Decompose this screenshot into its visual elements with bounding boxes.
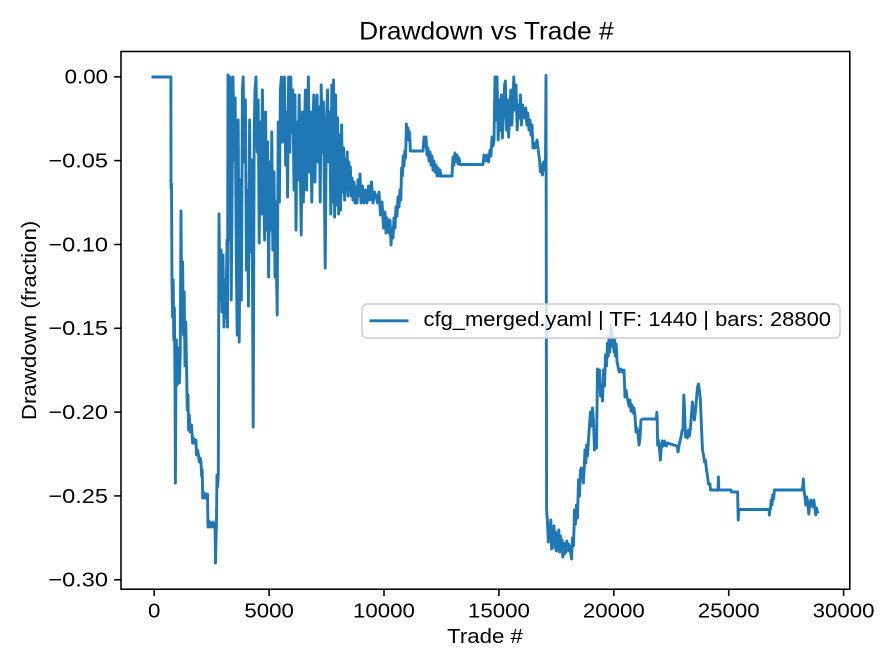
svg-text:15000: 15000	[468, 600, 530, 623]
svg-text:25000: 25000	[698, 600, 760, 623]
svg-text:−0.15: −0.15	[48, 317, 108, 340]
svg-text:20000: 20000	[583, 600, 645, 623]
svg-text:−0.20: −0.20	[48, 401, 108, 424]
svg-text:10000: 10000	[353, 600, 415, 623]
svg-text:−0.25: −0.25	[48, 485, 108, 508]
svg-text:−0.05: −0.05	[48, 150, 108, 173]
svg-text:−0.10: −0.10	[48, 233, 108, 256]
svg-text:30000: 30000	[813, 600, 875, 623]
svg-text:0.00: 0.00	[65, 66, 108, 89]
svg-text:Trade #: Trade #	[447, 626, 524, 648]
svg-text:Drawdown vs Trade #: Drawdown vs Trade #	[359, 19, 614, 46]
svg-text:Drawdown (fraction): Drawdown (fraction)	[19, 221, 41, 420]
svg-text:5000: 5000	[244, 600, 294, 623]
svg-text:cfg_merged.yaml | TF: 1440 | b: cfg_merged.yaml | TF: 1440 | bars: 28800	[424, 309, 832, 331]
svg-text:−0.30: −0.30	[48, 569, 108, 592]
svg-text:0: 0	[148, 600, 160, 623]
